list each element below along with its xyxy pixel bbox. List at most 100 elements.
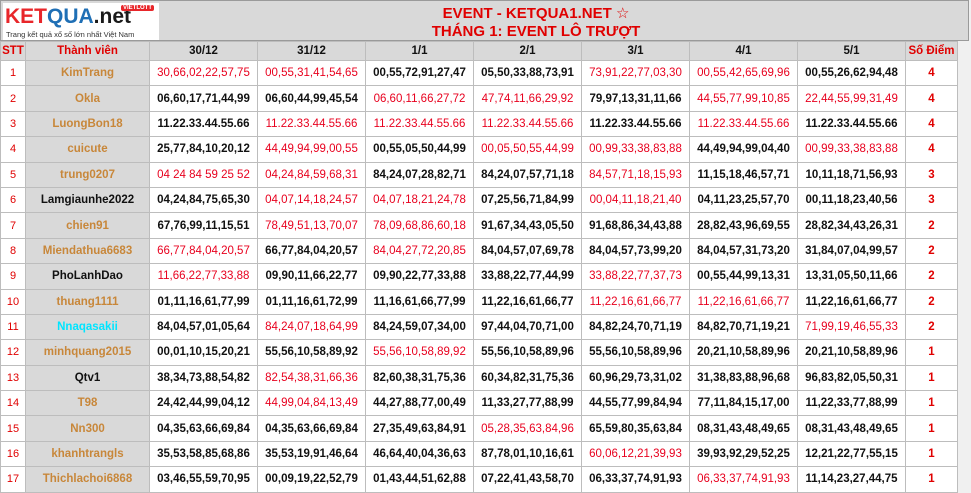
- numbers-cell[interactable]: 84,04,57,07,69,78: [473, 237, 582, 265]
- column-header-day[interactable]: 31/12: [257, 41, 366, 61]
- numbers-cell[interactable]: 87,78,01,10,16,61: [473, 440, 582, 468]
- numbers-cell[interactable]: 11,22,16,61,66,77: [689, 288, 798, 315]
- numbers-cell[interactable]: 11,22,33,77,88,99: [797, 390, 906, 417]
- member-name-cell[interactable]: minhquang2015: [25, 339, 150, 366]
- numbers-cell[interactable]: 55,56,10,58,89,92: [365, 339, 474, 366]
- row-number-cell[interactable]: 9: [0, 263, 26, 290]
- score-cell[interactable]: 1: [905, 440, 958, 468]
- numbers-cell[interactable]: 11,22,16,61,66,77: [581, 288, 690, 315]
- numbers-cell[interactable]: 00,05,50,55,44,99: [473, 136, 582, 163]
- numbers-cell[interactable]: 35,53,19,91,46,64: [257, 440, 366, 468]
- numbers-cell[interactable]: 00,55,72,91,27,47: [365, 59, 474, 87]
- score-cell[interactable]: 2: [905, 288, 958, 315]
- numbers-cell[interactable]: 01,43,44,51,62,88: [365, 466, 474, 493]
- numbers-cell[interactable]: 82,60,38,31,75,36: [365, 364, 474, 392]
- numbers-cell[interactable]: 84,24,07,28,82,71: [365, 161, 474, 188]
- numbers-cell[interactable]: 91,68,86,34,43,88: [581, 212, 690, 239]
- column-header-day[interactable]: 30/12: [149, 41, 258, 61]
- numbers-cell[interactable]: 09,90,22,77,33,88: [365, 263, 474, 290]
- member-name-cell[interactable]: Thichlachoi6868: [25, 466, 150, 493]
- numbers-cell[interactable]: 04,35,63,66,69,84: [149, 415, 258, 442]
- numbers-cell[interactable]: 11.22.33.44.55.66: [797, 110, 906, 138]
- row-number-cell[interactable]: 8: [0, 237, 26, 265]
- numbers-cell[interactable]: 11,16,61,66,77,99: [365, 288, 474, 315]
- member-name-cell[interactable]: PhoLanhDao: [25, 263, 150, 290]
- score-cell[interactable]: 2: [905, 212, 958, 239]
- row-number-cell[interactable]: 6: [0, 186, 26, 214]
- row-number-cell[interactable]: 4: [0, 136, 26, 163]
- numbers-cell[interactable]: 84,82,24,70,71,19: [581, 313, 690, 341]
- numbers-cell[interactable]: 05,28,35,63,84,96: [473, 415, 582, 442]
- numbers-cell[interactable]: 04,24,84,59,68,31: [257, 161, 366, 188]
- numbers-cell[interactable]: 13,31,05,50,11,66: [797, 263, 906, 290]
- numbers-cell[interactable]: 33,88,22,77,37,73: [581, 263, 690, 290]
- numbers-cell[interactable]: 11,14,23,27,44,75: [797, 466, 906, 493]
- numbers-cell[interactable]: 84,24,07,57,71,18: [473, 161, 582, 188]
- member-name-cell[interactable]: khanhtrangls: [25, 440, 150, 468]
- row-number-cell[interactable]: 2: [0, 85, 26, 112]
- member-name-cell[interactable]: cuicute: [25, 136, 150, 163]
- member-name-cell[interactable]: Nnaqasakii: [25, 313, 150, 341]
- score-cell[interactable]: 1: [905, 466, 958, 493]
- row-number-cell[interactable]: 3: [0, 110, 26, 138]
- score-cell[interactable]: 1: [905, 364, 958, 392]
- member-name-cell[interactable]: Lamgiaunhe2022: [25, 186, 150, 214]
- numbers-cell[interactable]: 84,04,57,31,73,20: [689, 237, 798, 265]
- numbers-cell[interactable]: 38,34,73,88,54,82: [149, 364, 258, 392]
- numbers-cell[interactable]: 04 24 84 59 25 52: [149, 161, 258, 188]
- member-name-cell[interactable]: Nn300: [25, 415, 150, 442]
- numbers-cell[interactable]: 20,21,10,58,89,96: [689, 339, 798, 366]
- numbers-cell[interactable]: 01,11,16,61,72,99: [257, 288, 366, 315]
- row-number-cell[interactable]: 11: [0, 313, 26, 341]
- numbers-cell[interactable]: 08,31,43,48,49,65: [797, 415, 906, 442]
- row-number-cell[interactable]: 14: [0, 390, 26, 417]
- numbers-cell[interactable]: 39,93,92,29,52,25: [689, 440, 798, 468]
- numbers-cell[interactable]: 44,99,04,84,13,49: [257, 390, 366, 417]
- column-header-member[interactable]: Thành viên: [25, 41, 150, 61]
- score-cell[interactable]: 2: [905, 313, 958, 341]
- numbers-cell[interactable]: 84,04,57,01,05,64: [149, 313, 258, 341]
- numbers-cell[interactable]: 30,66,02,22,57,75: [149, 59, 258, 87]
- numbers-cell[interactable]: 97,44,04,70,71,00: [473, 313, 582, 341]
- numbers-cell[interactable]: 00,01,10,15,20,21: [149, 339, 258, 366]
- numbers-cell[interactable]: 06,60,11,66,27,72: [365, 85, 474, 112]
- numbers-cell[interactable]: 07,25,56,71,84,99: [473, 186, 582, 214]
- member-name-cell[interactable]: T98: [25, 390, 150, 417]
- numbers-cell[interactable]: 31,84,07,04,99,57: [797, 237, 906, 265]
- numbers-cell[interactable]: 84,24,07,18,64,99: [257, 313, 366, 341]
- member-name-cell[interactable]: Miendathua6683: [25, 237, 150, 265]
- numbers-cell[interactable]: 77,11,84,15,17,00: [689, 390, 798, 417]
- numbers-cell[interactable]: 00,55,05,50,44,99: [365, 136, 474, 163]
- member-name-cell[interactable]: Okla: [25, 85, 150, 112]
- numbers-cell[interactable]: 11,66,22,77,33,88: [149, 263, 258, 290]
- score-cell[interactable]: 3: [905, 186, 958, 214]
- numbers-cell[interactable]: 84,04,27,72,20,85: [365, 237, 474, 265]
- numbers-cell[interactable]: 06,60,44,99,45,54: [257, 85, 366, 112]
- numbers-cell[interactable]: 11.22.33.44.55.66: [257, 110, 366, 138]
- score-cell[interactable]: 1: [905, 339, 958, 366]
- numbers-cell[interactable]: 03,46,55,59,70,95: [149, 466, 258, 493]
- numbers-cell[interactable]: 22,44,55,99,31,49: [797, 85, 906, 112]
- numbers-cell[interactable]: 24,42,44,99,04,12: [149, 390, 258, 417]
- numbers-cell[interactable]: 79,97,13,31,11,66: [581, 85, 690, 112]
- numbers-cell[interactable]: 05,50,33,88,73,91: [473, 59, 582, 87]
- numbers-cell[interactable]: 44,49,94,99,04,40: [689, 136, 798, 163]
- numbers-cell[interactable]: 04,24,84,75,65,30: [149, 186, 258, 214]
- numbers-cell[interactable]: 00,55,26,62,94,48: [797, 59, 906, 87]
- numbers-cell[interactable]: 06,33,37,74,91,93: [581, 466, 690, 493]
- numbers-cell[interactable]: 04,07,18,21,24,78: [365, 186, 474, 214]
- numbers-cell[interactable]: 44,27,88,77,00,49: [365, 390, 474, 417]
- row-number-cell[interactable]: 16: [0, 440, 26, 468]
- numbers-cell[interactable]: 60,06,12,21,39,93: [581, 440, 690, 468]
- numbers-cell[interactable]: 11,22,16,61,66,77: [473, 288, 582, 315]
- numbers-cell[interactable]: 27,35,49,63,84,91: [365, 415, 474, 442]
- numbers-cell[interactable]: 06,60,17,71,44,99: [149, 85, 258, 112]
- numbers-cell[interactable]: 47,74,11,66,29,92: [473, 85, 582, 112]
- numbers-cell[interactable]: 73,91,22,77,03,30: [581, 59, 690, 87]
- member-name-cell[interactable]: Qtv1: [25, 364, 150, 392]
- numbers-cell[interactable]: 00,11,18,23,40,56: [797, 186, 906, 214]
- numbers-cell[interactable]: 44,55,77,99,10,85: [689, 85, 798, 112]
- numbers-cell[interactable]: 11.22.33.44.55.66: [365, 110, 474, 138]
- score-cell[interactable]: 1: [905, 390, 958, 417]
- numbers-cell[interactable]: 00,55,31,41,54,65: [257, 59, 366, 87]
